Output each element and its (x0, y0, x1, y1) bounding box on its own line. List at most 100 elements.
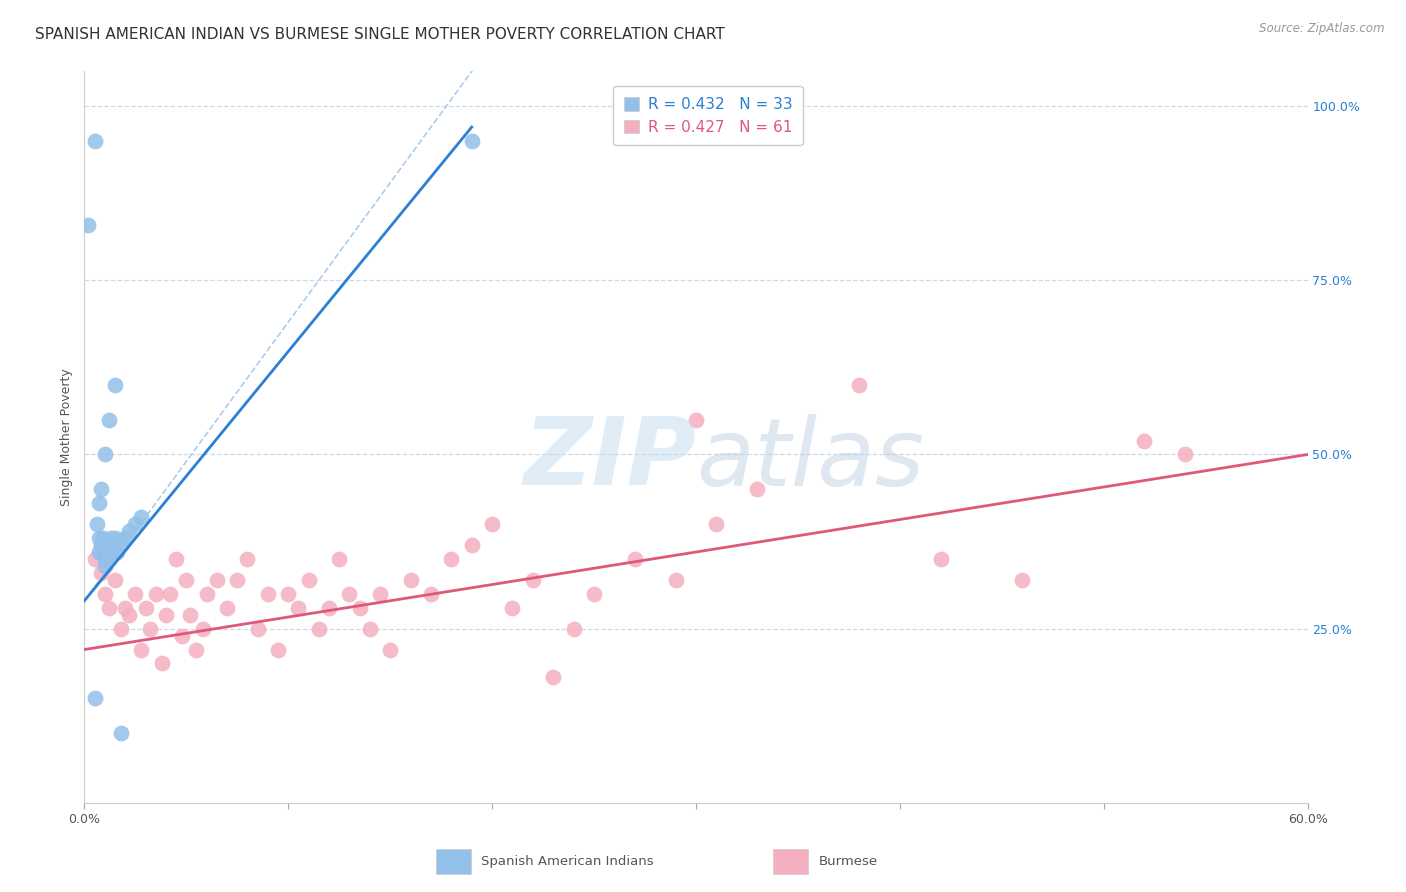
Point (205, 573, 228, 587)
Point (100, 531, 122, 545)
Point (929, 552, 952, 566)
Point (97, 552, 120, 566)
Point (308, 622, 330, 636)
Point (90, 483, 112, 497)
Point (339, 587, 361, 601)
Point (131, 642, 153, 657)
Text: Source: ZipAtlas.com: Source: ZipAtlas.com (1260, 22, 1385, 36)
Point (105, 545, 128, 559)
Point (349, 600, 371, 615)
Point (420, 587, 443, 601)
Point (226, 573, 249, 587)
Point (118, 607, 141, 622)
Point (502, 600, 524, 615)
Point (104, 573, 127, 587)
Point (131, 510, 153, 524)
Point (97, 600, 120, 615)
Point (277, 587, 299, 601)
Point (380, 642, 402, 657)
Point (110, 538, 132, 552)
Point (83, 134, 105, 148)
Text: ZIP: ZIP (523, 413, 696, 505)
Point (191, 622, 214, 636)
Point (685, 412, 707, 426)
Point (359, 622, 381, 636)
Point (96, 545, 118, 559)
Point (159, 587, 181, 601)
Point (114, 600, 136, 615)
Point (706, 517, 728, 532)
Point (399, 573, 422, 587)
Point (124, 517, 146, 532)
Point (172, 629, 194, 643)
Point (93, 587, 115, 601)
Point (1174, 448, 1197, 462)
Point (101, 538, 124, 552)
Point (90, 566, 112, 580)
Point (1011, 573, 1033, 587)
Point (481, 517, 503, 532)
Point (93, 538, 115, 552)
Point (150, 657, 173, 671)
Point (522, 573, 544, 587)
Point (624, 552, 647, 566)
Point (87, 496, 110, 510)
Point (440, 552, 463, 566)
Point (298, 573, 321, 587)
Point (77, 218, 100, 232)
Point (543, 670, 565, 684)
Point (179, 607, 201, 622)
Point (155, 607, 177, 622)
Point (104, 377, 127, 392)
Point (93, 448, 115, 462)
Point (87, 531, 110, 545)
Point (138, 622, 160, 636)
Point (165, 552, 187, 566)
Point (135, 600, 157, 615)
Point (100, 545, 122, 559)
Point (97, 412, 120, 426)
Point (110, 726, 132, 740)
Text: SPANISH AMERICAN INDIAN VS BURMESE SINGLE MOTHER POVERTY CORRELATION CHART: SPANISH AMERICAN INDIAN VS BURMESE SINGL… (35, 27, 725, 42)
Point (665, 573, 688, 587)
Point (110, 622, 132, 636)
Point (91, 545, 114, 559)
Point (186, 642, 208, 657)
Point (93, 558, 115, 573)
Point (93, 552, 115, 566)
Point (145, 587, 167, 601)
Text: Burmese: Burmese (818, 855, 877, 868)
Point (257, 587, 280, 601)
Point (104, 531, 127, 545)
Point (461, 538, 484, 552)
Point (90, 538, 112, 552)
Point (747, 483, 769, 497)
Point (174, 573, 197, 587)
Y-axis label: Single Mother Poverty: Single Mother Poverty (60, 368, 73, 506)
Point (287, 600, 309, 615)
Point (562, 622, 585, 636)
Text: atlas: atlas (696, 414, 924, 505)
Point (83, 691, 105, 706)
Point (328, 552, 350, 566)
Point (318, 600, 340, 615)
Text: Spanish American Indians: Spanish American Indians (481, 855, 654, 868)
Point (1133, 434, 1156, 448)
Point (124, 587, 146, 601)
Point (583, 587, 606, 601)
Point (97, 538, 120, 552)
Point (195, 587, 218, 601)
Point (848, 377, 870, 392)
Point (217, 600, 239, 615)
Legend: R = 0.432   N = 33, R = 0.427   N = 61: R = 0.432 N = 33, R = 0.427 N = 61 (613, 87, 803, 145)
Point (86, 517, 108, 532)
Point (96, 538, 118, 552)
Point (114, 531, 136, 545)
Point (267, 642, 290, 657)
Point (83, 552, 105, 566)
Point (236, 552, 259, 566)
Point (118, 524, 141, 538)
Point (246, 622, 269, 636)
Point (87, 545, 110, 559)
Point (461, 134, 484, 148)
